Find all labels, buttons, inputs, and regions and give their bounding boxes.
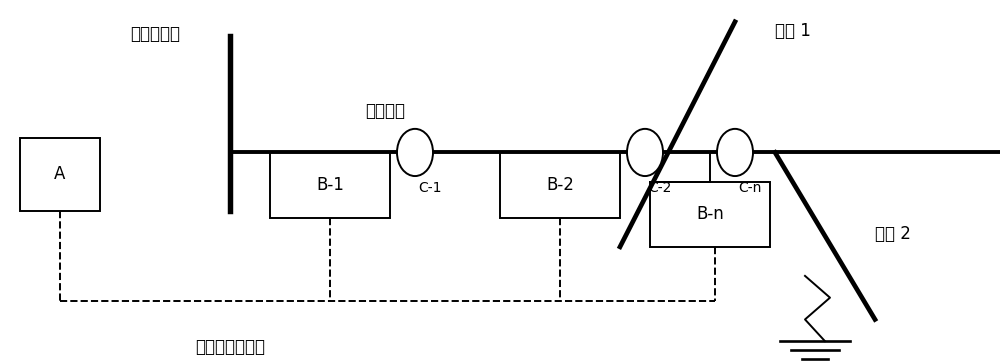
Ellipse shape — [627, 129, 663, 176]
Bar — [20, 138, 100, 211]
Ellipse shape — [397, 129, 433, 176]
Bar — [270, 152, 390, 218]
Text: B-n: B-n — [696, 205, 724, 223]
Text: B-2: B-2 — [546, 176, 574, 194]
Text: 分支 1: 分支 1 — [775, 22, 811, 40]
Text: 架空线路: 架空线路 — [365, 102, 405, 120]
Bar — [650, 182, 770, 247]
Text: C-1: C-1 — [418, 182, 442, 196]
Ellipse shape — [717, 129, 753, 176]
Text: C-2: C-2 — [648, 182, 671, 196]
Text: C-n: C-n — [738, 182, 761, 196]
Text: 移动通信或光纤: 移动通信或光纤 — [195, 338, 265, 356]
Text: 变电站母线: 变电站母线 — [130, 25, 180, 44]
Text: B-1: B-1 — [316, 176, 344, 194]
Text: A: A — [54, 165, 66, 183]
Text: 分支 2: 分支 2 — [875, 225, 911, 243]
Bar — [500, 152, 620, 218]
